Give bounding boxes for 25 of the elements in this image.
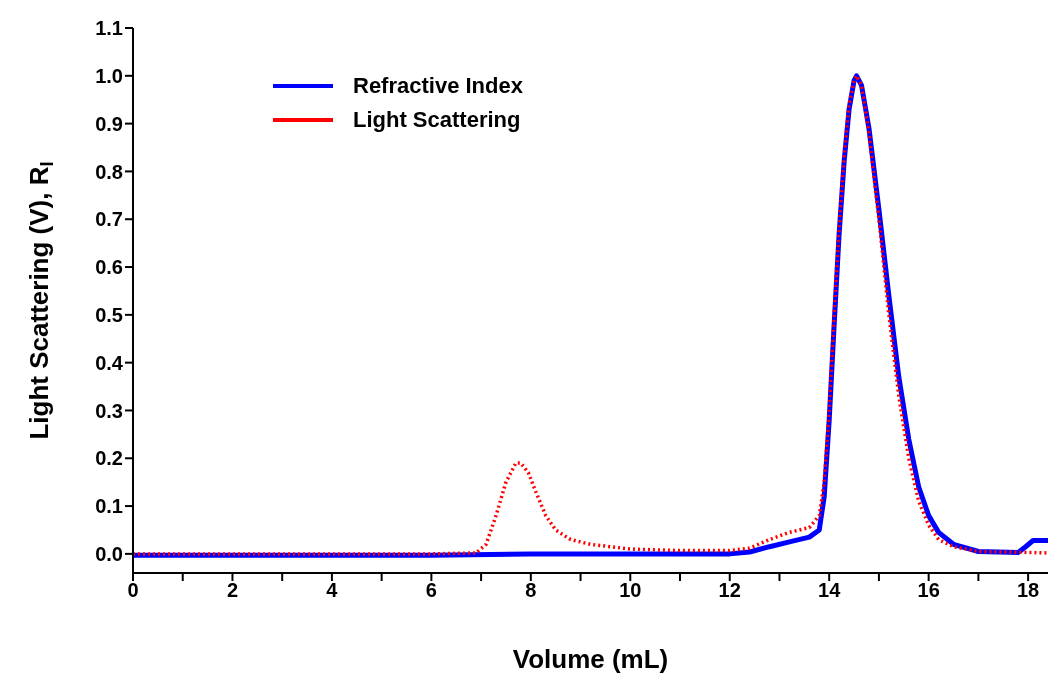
y-tick-label: 0.6 [95,256,123,279]
x-tick-label: 4 [326,579,339,602]
x-tick-label: 2 [226,579,239,602]
y-tick-label: 0.4 [95,351,124,374]
y-tick-label: 1.0 [95,64,123,87]
y-tick-label: 0.0 [95,542,123,565]
x-axis-title: Volume (mL) [512,644,669,674]
y-tick-label: 0.1 [95,495,123,518]
x-tick-label: 8 [525,579,537,602]
x-tick-label: 6 [425,579,437,602]
y-tick-label: 0.7 [95,208,123,231]
x-tick-label: 18 [1016,579,1040,602]
y-tick-label: 0.2 [95,447,123,470]
legend-label: Light Scattering [353,107,521,133]
y-tick-label: 0.9 [95,112,123,135]
x-tick-label: 12 [718,579,741,602]
x-tick-label: 0 [127,579,139,602]
x-tick-label: 14 [818,579,842,602]
y-tick-label: 0.8 [95,160,123,183]
legend-label: Refractive Index [353,73,523,99]
x-tick-label: 16 [917,579,940,602]
y-tick-label: 1.1 [95,17,123,40]
x-tick-label: 10 [619,579,642,602]
y-tick-label: 0.5 [95,303,123,326]
y-tick-label: 0.3 [95,399,123,422]
